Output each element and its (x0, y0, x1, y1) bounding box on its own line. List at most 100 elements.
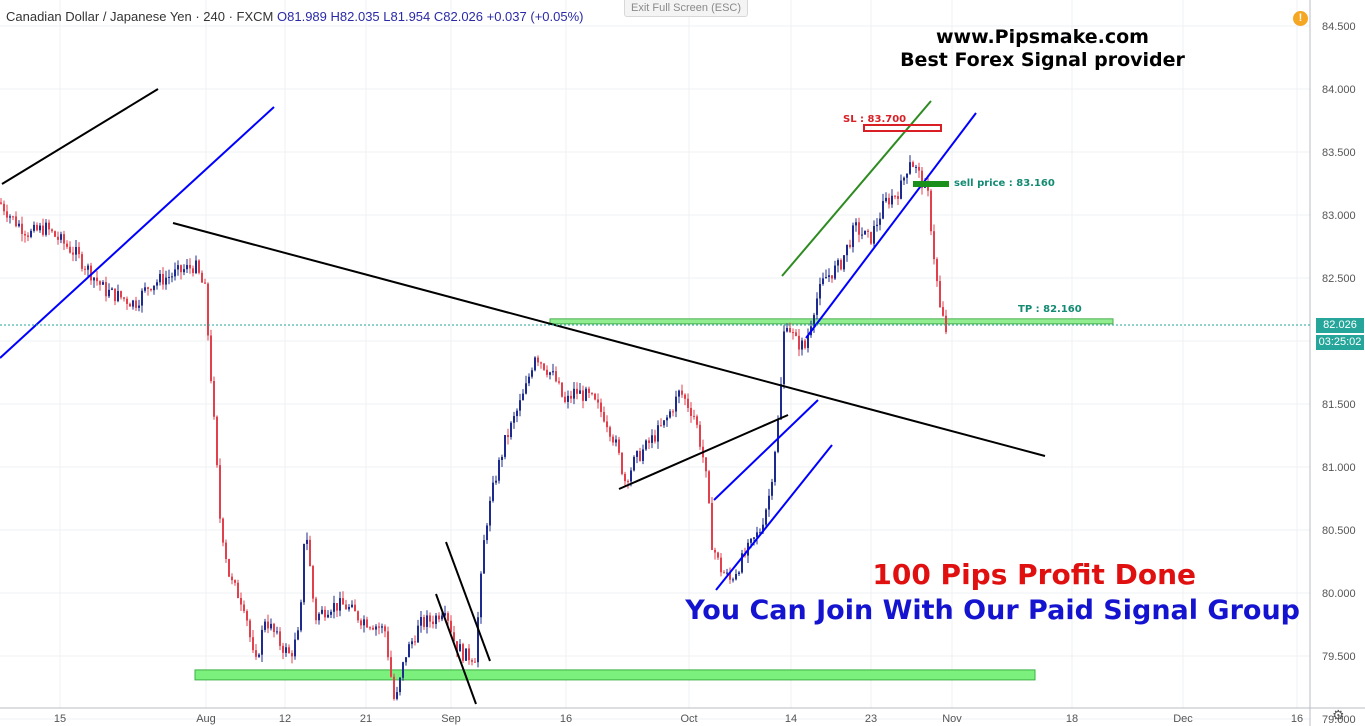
candle-body (531, 370, 533, 377)
candle-body (84, 268, 86, 270)
candle-body (108, 289, 110, 297)
candle-body (462, 644, 464, 661)
channel-line-left (0, 106, 275, 359)
candle-body (18, 223, 20, 227)
candle-body (561, 382, 563, 397)
candle-body (417, 625, 419, 643)
candle-body (72, 252, 74, 255)
candle-body (207, 283, 209, 336)
trend-line-top-left (1, 88, 159, 185)
rising-support-line (618, 414, 789, 490)
candle-body (843, 255, 845, 270)
candle-body (816, 298, 818, 315)
chart-grid (0, 0, 1310, 720)
candle-body (780, 384, 782, 420)
candle-body (150, 288, 152, 291)
candle-body (111, 288, 113, 290)
candle-body (618, 439, 620, 453)
candle-body (420, 617, 422, 626)
candle-body (147, 287, 149, 289)
candle-body (465, 648, 467, 661)
candle-body (558, 381, 560, 383)
candle-body (321, 609, 323, 614)
candle-body (186, 264, 188, 270)
candle-body (174, 269, 176, 277)
candle-body (825, 277, 827, 279)
candle-body (267, 621, 269, 629)
candle-body (945, 315, 947, 333)
candle-body (777, 419, 779, 452)
chart-zones (194, 318, 1114, 681)
candle-body (813, 314, 815, 327)
warning-icon[interactable]: ! (1293, 11, 1308, 26)
candle-body (540, 362, 542, 364)
candle-body (60, 234, 62, 240)
x-tick-label: Oct (680, 713, 697, 725)
candle-body (69, 246, 71, 253)
candle-body (630, 470, 632, 482)
settings-gear-icon[interactable]: ⚙ (1332, 707, 1345, 723)
candle-body (771, 482, 773, 496)
candle-body (312, 566, 314, 599)
candle-body (459, 644, 461, 652)
candle-body (99, 281, 101, 285)
x-tick-label: Nov (942, 713, 962, 725)
support-zone (194, 669, 1036, 681)
candle-body (297, 630, 299, 640)
y-tick-label: 79.500 (1322, 651, 1356, 663)
candle-body (507, 434, 509, 438)
candle-body (915, 166, 917, 168)
candle-body (63, 234, 65, 244)
y-tick-label: 79.000 (1322, 714, 1356, 726)
symbol-header: Canadian Dollar / Japanese Yen · 240 · F… (6, 9, 583, 24)
candle-body (393, 676, 395, 699)
candle-body (228, 558, 230, 577)
candle-body (201, 272, 203, 283)
stop-loss-label: SL : 83.700 (843, 114, 907, 125)
candle-body (579, 390, 581, 394)
y-tick-label: 83.000 (1322, 210, 1356, 222)
candle-body (519, 400, 521, 411)
candle-body (645, 440, 647, 450)
candle-body (885, 197, 887, 202)
candle-body (360, 620, 362, 626)
x-tick-label: Dec (1173, 713, 1193, 725)
candle-body (213, 381, 215, 417)
last-price-tag: 82.026 (1316, 318, 1364, 333)
take-profit-label: TP : 82.160 (1018, 304, 1082, 315)
candle-body (657, 425, 659, 442)
candle-body (81, 254, 83, 269)
candle-body (327, 614, 329, 618)
candle-body (624, 473, 626, 482)
candle-body (12, 216, 14, 218)
candle-body (126, 298, 128, 304)
brand-tagline: Best Forex Signal provider (900, 49, 1185, 71)
candle-body (942, 307, 944, 316)
candle-body (453, 632, 455, 642)
candle-body (717, 552, 719, 558)
candle-body (609, 427, 611, 437)
candle-body (801, 340, 803, 350)
candle-body (189, 264, 191, 269)
exit-fullscreen-button[interactable]: Exit Full Screen (ESC) (624, 0, 749, 17)
candle-body (87, 265, 89, 270)
candle-body (402, 662, 404, 678)
candle-body (381, 626, 383, 628)
candle-body (822, 278, 824, 285)
candle-body (627, 481, 629, 483)
candle-body (492, 482, 494, 501)
candle-body (192, 268, 194, 274)
y-tick-label: 82.500 (1322, 273, 1356, 285)
wedge-line-lower (435, 593, 477, 705)
candle-body (144, 287, 146, 291)
y-tick-label: 80.500 (1322, 525, 1356, 537)
candle-body (309, 539, 311, 567)
candle-body (210, 335, 212, 382)
candle-body (741, 553, 743, 573)
candle-body (372, 627, 374, 630)
candle-body (735, 573, 737, 580)
candle-body (315, 598, 317, 621)
candle-body (54, 231, 56, 237)
candle-body (447, 613, 449, 621)
